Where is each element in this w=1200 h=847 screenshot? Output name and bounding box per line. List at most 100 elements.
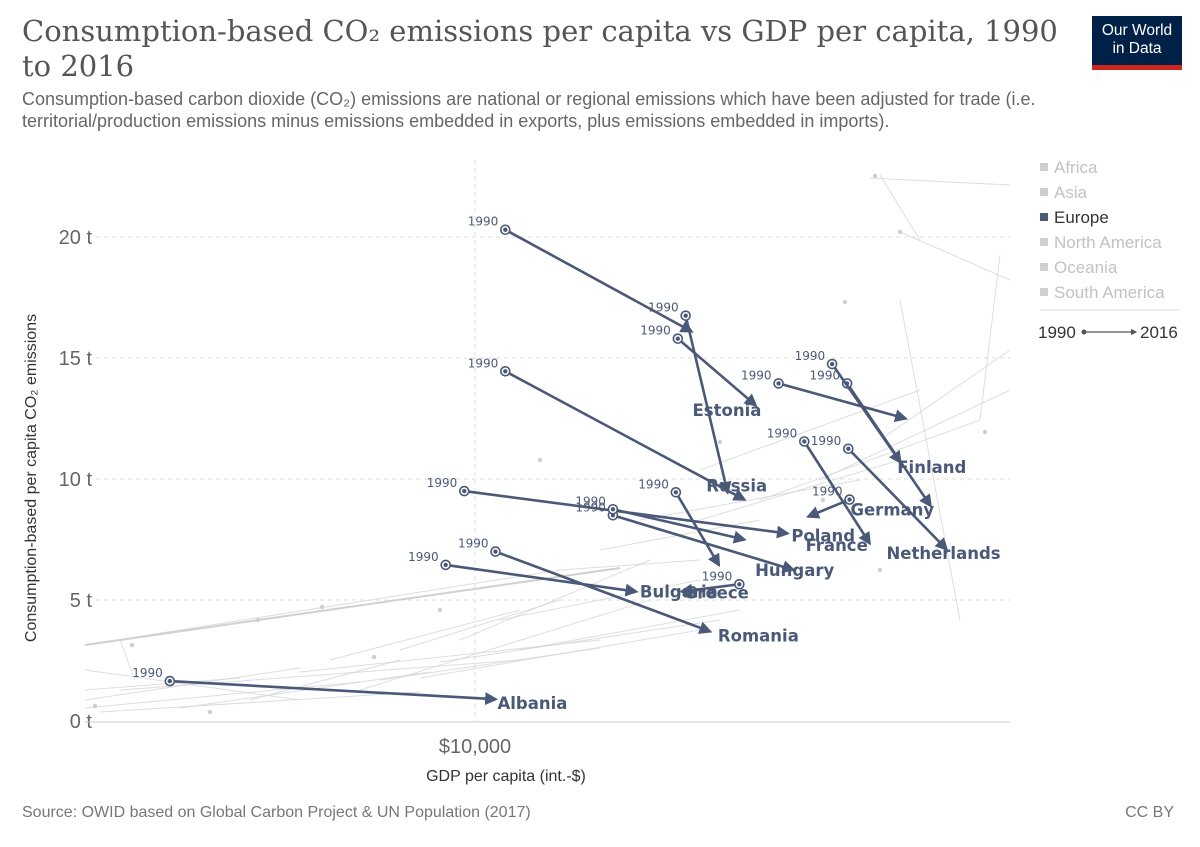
country-label[interactable]: Poland: [791, 526, 855, 545]
series-arrow: [679, 582, 740, 597]
country-label[interactable]: Albania: [497, 694, 567, 713]
background-trace: [84, 681, 361, 709]
background-trace: [119, 639, 136, 681]
legend-label: South America: [1054, 283, 1165, 302]
series-spain[interactable]: 1990: [741, 368, 909, 422]
series-arrow: [445, 563, 639, 597]
series-albania[interactable]: 1990: [132, 666, 499, 706]
country-label[interactable]: Finland: [897, 458, 966, 477]
start-point-dot: [610, 507, 616, 512]
background-trace: [119, 659, 521, 691]
series-arrow: [676, 337, 758, 407]
legend-item-asia[interactable]: Asia: [1040, 183, 1088, 202]
series-belgium[interactable]: 1990: [468, 215, 694, 333]
background-trace: [879, 349, 1011, 441]
series-netherlands[interactable]: 1990: [811, 434, 949, 552]
country-label[interactable]: Estonia: [693, 401, 762, 420]
logo-bar: [1092, 65, 1182, 70]
country-label[interactable]: Netherlands: [886, 544, 1000, 563]
chart-subtitle: Consumption-based carbon dioxide (CO₂) e…: [22, 89, 1036, 131]
series-arrow: [684, 315, 732, 495]
series-arrow: [806, 498, 851, 519]
country-label[interactable]: Germany: [850, 501, 934, 520]
background-point: [872, 173, 878, 179]
background-point: [877, 567, 883, 573]
background-trace: [399, 599, 561, 651]
legend-swatch: [1040, 288, 1048, 296]
legend-swatch: [1040, 238, 1048, 246]
series-bulgaria[interactable]: 1990: [408, 550, 639, 597]
legend-label: North America: [1054, 233, 1162, 252]
series-sweden[interactable]: 1990: [806, 485, 855, 519]
start-year-label: 1990: [427, 476, 458, 490]
country-label[interactable]: Greece: [684, 584, 749, 603]
background-point: [129, 642, 135, 648]
legend-item-africa[interactable]: Africa: [1040, 158, 1098, 177]
start-year-label: 1990: [458, 537, 489, 551]
start-point-dot: [675, 336, 681, 341]
legend-swatch: [1040, 188, 1048, 196]
legend-item-south-america[interactable]: South America: [1040, 283, 1165, 302]
start-year-label: 1990: [810, 368, 841, 382]
start-point-dot: [493, 549, 498, 554]
country-label[interactable]: Russia: [706, 477, 767, 496]
y-tick-label: 10 t: [59, 469, 93, 491]
background-trace: [179, 671, 431, 709]
start-year-label: 1990: [408, 550, 439, 564]
background-trace: [899, 299, 961, 621]
series-arrow: [504, 370, 747, 501]
series-russia[interactable]: 1990: [468, 356, 747, 501]
background-point: [897, 229, 903, 235]
background-trace: [499, 579, 701, 621]
series-greece[interactable]: 1990: [679, 569, 745, 597]
start-year-label: 1990: [795, 349, 826, 363]
background-trace: [84, 669, 301, 701]
y-axis-label: Consumption-based per capita CO₂ emissio…: [23, 314, 40, 642]
series-estonia[interactable]: 1990: [640, 324, 758, 407]
background-point: [437, 607, 443, 613]
series-united-kingdom[interactable]: 1990: [575, 494, 747, 544]
legend-time-start: 1990: [1038, 323, 1076, 342]
country-label[interactable]: Romania: [718, 626, 799, 645]
license-note[interactable]: CC BY: [1125, 804, 1174, 821]
background-trace: [979, 254, 1001, 421]
background-trace: [869, 177, 1011, 186]
start-year-label: 1990: [702, 569, 733, 583]
background-trace: [559, 559, 701, 571]
background-trace: [84, 667, 301, 701]
x-tick-label: $10,000: [439, 736, 511, 758]
start-year-label: 1990: [811, 434, 842, 448]
x-axis-label: GDP per capita (int.-$): [426, 768, 586, 785]
owid-logo[interactable]: Our World in Data: [1092, 16, 1182, 70]
series-arrow: [803, 440, 871, 546]
background-trace: [249, 659, 401, 701]
series-arrow: [504, 228, 694, 333]
legend-item-oceania[interactable]: Oceania: [1040, 258, 1118, 277]
background-point: [319, 604, 325, 610]
source-note: Source: OWID based on Global Carbon Proj…: [22, 804, 531, 821]
legend-item-europe[interactable]: Europe: [1040, 208, 1109, 227]
background-trace: [84, 567, 621, 646]
series-arrow: [612, 507, 747, 544]
start-year-label: 1990: [638, 477, 669, 491]
legend-label: Europe: [1054, 208, 1109, 227]
series-france[interactable]: 1990: [767, 426, 871, 546]
series-finland[interactable]: 1990: [795, 349, 902, 465]
start-point-dot: [503, 227, 508, 232]
background-trace: [359, 599, 651, 691]
series-romania[interactable]: 1990: [458, 537, 713, 634]
series-arrow: [831, 363, 902, 465]
legend-swatch: [1040, 263, 1048, 271]
y-tick-label: 5 t: [70, 590, 93, 612]
background-point: [982, 429, 988, 435]
logo-line-2: in Data: [1112, 40, 1162, 57]
start-point-dot: [683, 313, 688, 318]
start-point-dot: [847, 497, 852, 502]
legend-item-north-america[interactable]: North America: [1040, 233, 1162, 252]
background-trace: [639, 479, 861, 521]
background-trace: [759, 419, 981, 501]
country-label[interactable]: Bulgaria: [640, 583, 718, 602]
country-label[interactable]: Hungary: [755, 561, 834, 580]
country-label[interactable]: France: [806, 536, 868, 555]
background-trace: [519, 609, 741, 651]
